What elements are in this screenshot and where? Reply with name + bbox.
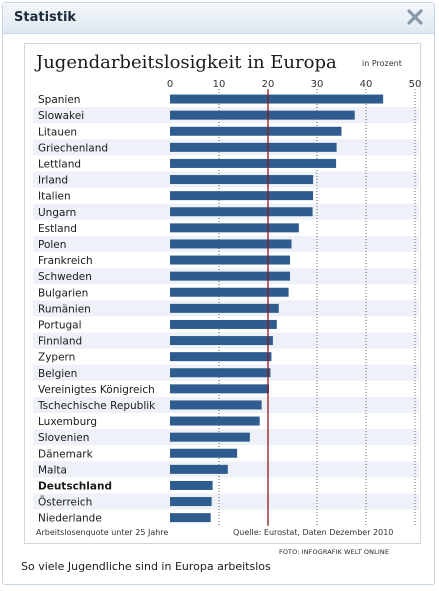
bar: [170, 432, 250, 442]
bar: [170, 207, 313, 217]
bar: [170, 94, 384, 104]
photo-credit: FOTO: INFOGRAFIK WELT ONLINE: [279, 548, 390, 556]
category-label: Portugal: [38, 319, 82, 331]
category-label: Tschechische Republik: [37, 400, 156, 412]
category-label: Ungarn: [38, 207, 76, 219]
category-label: Spanien: [38, 94, 80, 106]
chart-figure: 0 10 20 30 40 50 Spanien Slowakei Litauen Grieche…: [24, 43, 421, 544]
bar: [170, 191, 314, 201]
bar: [170, 368, 271, 378]
category-label: Luxemburg: [38, 416, 97, 428]
widget-titlebar: Statistik: [3, 3, 434, 34]
category-label: Bulgarien: [38, 287, 88, 299]
chart-footnote: Arbeitslosenquote unter 25 Jahre: [36, 528, 169, 537]
x-tick-label: 10: [213, 79, 226, 90]
unit-label: in Prozent: [362, 59, 402, 68]
x-tick-label: 30: [311, 79, 324, 90]
x-tick-label: 20: [262, 79, 275, 90]
bar: [170, 175, 314, 185]
bar: [170, 448, 238, 458]
category-label: Irland: [38, 175, 68, 187]
category-label: Finnland: [38, 336, 82, 348]
category-label: Slowakei: [38, 110, 84, 122]
category-label: Polen: [38, 239, 66, 251]
chart-source: Quelle: Eurostat, Daten Dezember 2010: [233, 528, 394, 537]
category-label: Italien: [38, 191, 71, 203]
bar: [170, 110, 355, 120]
category-label: Niederlande: [38, 513, 102, 525]
bar-chart: 0 10 20 30 40 50 Spanien Slowakei Litauen Grieche…: [33, 79, 422, 526]
close-icon[interactable]: [406, 8, 424, 26]
chart-title: Jugendarbeitslosigkeit in Europa: [36, 52, 337, 73]
category-label: Österreich: [38, 496, 92, 509]
category-label: Schweden: [38, 271, 92, 283]
bar: [170, 400, 262, 410]
bar: [170, 142, 337, 152]
category-label: Griechenland: [38, 142, 108, 154]
x-tick-label: 0: [167, 79, 173, 90]
bar: [170, 480, 213, 490]
bar: [170, 352, 272, 362]
bar: [170, 239, 292, 249]
bar: [170, 464, 228, 474]
bar: [170, 271, 291, 281]
x-tick-label: 40: [360, 79, 373, 90]
category-label: Deutschland: [38, 480, 112, 492]
category-label: Frankreich: [38, 255, 93, 267]
category-label: Belgien: [38, 368, 77, 380]
bar: [170, 319, 277, 329]
bar: [170, 223, 299, 233]
category-label: Dänemark: [38, 448, 94, 460]
category-label: Vereinigtes Königreich: [38, 384, 155, 396]
bar: [170, 416, 260, 426]
category-label: Zypern: [38, 352, 75, 364]
category-label: Rumänien: [38, 303, 91, 315]
bar: [170, 513, 211, 523]
category-label: Estland: [38, 223, 77, 235]
x-tick-label: 50: [409, 79, 422, 90]
category-label: Malta: [38, 464, 67, 476]
category-label: Litauen: [38, 126, 77, 138]
bar: [170, 255, 291, 265]
row-stripe: [33, 493, 419, 510]
category-label: Lettland: [38, 158, 81, 170]
category-label: Slovenien: [38, 432, 89, 444]
bar: [170, 158, 337, 168]
bar: [170, 336, 273, 346]
bar: [170, 497, 212, 507]
bar: [170, 287, 289, 297]
widget-title: Statistik: [14, 10, 77, 25]
bar: [170, 384, 269, 394]
widget-caption: So viele Jugendliche sind in Europa arbe…: [21, 560, 271, 573]
bar: [170, 303, 279, 313]
statistik-widget: Statistik 0 10 20 30 40 50 Spanien Slowakei Lita…: [2, 2, 435, 585]
bar: [170, 126, 342, 136]
